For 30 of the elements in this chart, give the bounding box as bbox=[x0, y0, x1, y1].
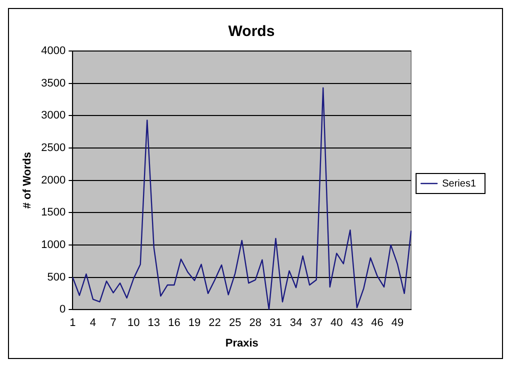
x-tick-label: 34 bbox=[290, 317, 302, 330]
x-tick-label: 22 bbox=[208, 317, 221, 330]
x-tick-label: 13 bbox=[148, 317, 160, 330]
y-tick-label: 4000 bbox=[41, 45, 66, 58]
x-tick-label: 7 bbox=[110, 317, 116, 330]
x-tick-label: 31 bbox=[270, 317, 282, 330]
x-tick-label: 4 bbox=[90, 317, 96, 330]
y-tick-label: 1000 bbox=[41, 238, 66, 251]
x-tick-label: 37 bbox=[310, 317, 322, 330]
x-axis-title: Praxis bbox=[225, 337, 258, 350]
y-tick-label: 0 bbox=[60, 304, 66, 316]
x-tick-label: 40 bbox=[330, 317, 343, 330]
y-tick-label: 500 bbox=[47, 271, 66, 284]
chart-title: Words bbox=[228, 23, 275, 40]
x-tick-label: 43 bbox=[350, 317, 364, 330]
legend-label: Series1 bbox=[442, 178, 476, 190]
x-tick-label: 10 bbox=[127, 317, 140, 330]
y-tick-label: 1500 bbox=[41, 206, 66, 219]
y-tick-label: 2000 bbox=[41, 174, 66, 186]
y-tick-label: 3000 bbox=[41, 110, 66, 122]
x-tick-label: 28 bbox=[249, 317, 262, 330]
x-tick-label: 19 bbox=[188, 317, 201, 330]
y-tick-label: 3500 bbox=[41, 77, 66, 90]
x-tick-label: 16 bbox=[168, 317, 180, 330]
y-tick-label: 2500 bbox=[41, 142, 66, 154]
x-tick-label: 25 bbox=[228, 317, 242, 330]
y-axis-title: # of Words bbox=[22, 152, 34, 209]
x-tick-label: 49 bbox=[391, 317, 404, 330]
x-tick-label: 1 bbox=[70, 317, 76, 330]
x-tick-label: 46 bbox=[371, 317, 384, 330]
